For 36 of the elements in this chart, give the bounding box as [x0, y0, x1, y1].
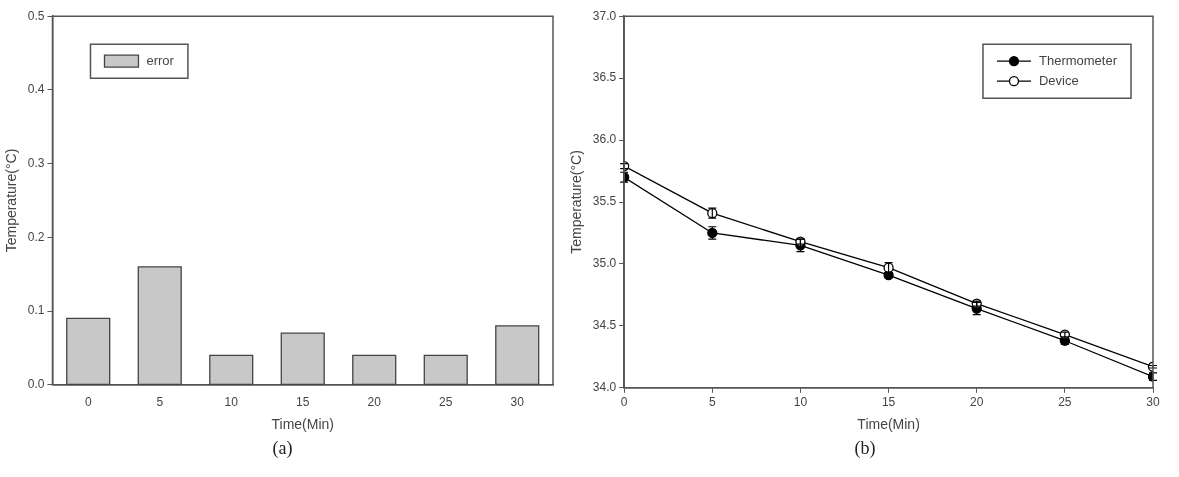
legend-label: error [146, 52, 175, 68]
y-tick-label: 37.0 [592, 8, 617, 23]
x-tick-label: 20 [367, 395, 382, 410]
y-tick-label: 34.0 [592, 380, 617, 395]
x-tick-label: 15 [881, 395, 896, 410]
y-tick-label: 35.0 [592, 256, 617, 271]
y-tick-label: 0.0 [27, 377, 45, 392]
x-tick-label: 25 [439, 395, 453, 410]
x-tick-label: 30 [510, 395, 525, 410]
x-tick-label: 5 [708, 395, 716, 410]
text: (a) [271, 438, 294, 459]
y-tick-label: 0.3 [27, 155, 45, 170]
y-tick-label: 35.5 [592, 194, 617, 209]
y-tick-label: 36.5 [592, 70, 617, 85]
x-tick-label: 30 [1146, 395, 1160, 410]
y-tick-label: 0.5 [27, 8, 45, 23]
y-axis-title: Temperature(°C) [568, 150, 585, 254]
y-tick-label: 34.5 [592, 318, 617, 333]
legend-label: Thermometer [1038, 52, 1118, 68]
x-axis-title: Time(Min) [857, 416, 920, 433]
y-tick-label: 36.0 [592, 132, 617, 147]
x-tick-label: 10 [793, 395, 808, 410]
x-tick-label: 20 [970, 395, 984, 410]
x-tick-label: 5 [156, 395, 164, 410]
x-axis-title: Time(Min) [271, 416, 334, 433]
x-tick-label: 0 [84, 395, 92, 410]
x-tick-label: 10 [224, 395, 239, 410]
y-tick-label: 0.4 [27, 82, 45, 97]
y-tick-label: 0.1 [27, 303, 45, 318]
text: (b) [853, 438, 877, 459]
legend-label: Device [1038, 72, 1079, 88]
y-axis-title: Temperature(°C) [3, 148, 20, 253]
x-tick-label: 15 [296, 395, 310, 410]
x-tick-label: 25 [1058, 395, 1072, 410]
y-tick-label: 0.2 [27, 229, 45, 244]
x-tick-label: 0 [620, 395, 628, 410]
